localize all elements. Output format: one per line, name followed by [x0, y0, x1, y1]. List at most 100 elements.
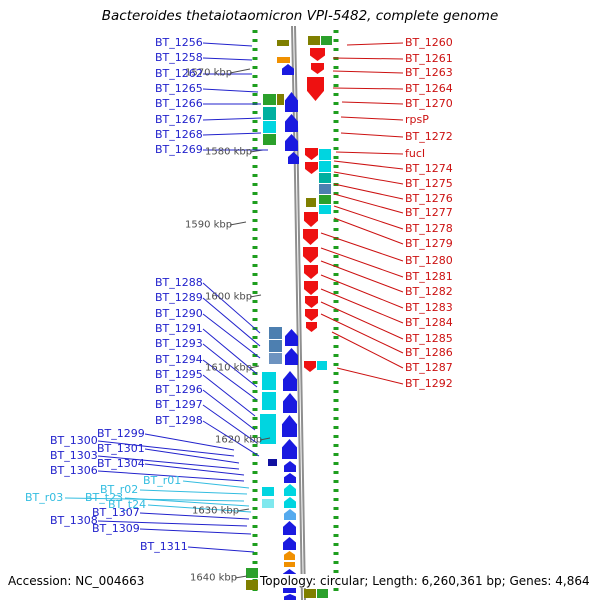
gene-label-bt-1298[interactable]: BT_1298	[155, 414, 203, 427]
gene-glyph[interactable]	[284, 509, 296, 520]
gene-glyph[interactable]	[304, 589, 316, 598]
gene-label-bt-1287[interactable]: BT_1287	[405, 361, 453, 374]
gene-glyph[interactable]	[317, 589, 328, 598]
gene-glyph[interactable]	[319, 205, 331, 214]
gene-glyph[interactable]	[321, 36, 332, 45]
gene-glyph[interactable]	[283, 521, 296, 535]
gene-label-bt-1286[interactable]: BT_1286	[405, 346, 453, 359]
gene-label-bt-1256[interactable]: BT_1256	[155, 36, 203, 49]
gene-label-bt-1297[interactable]: BT_1297	[155, 398, 203, 411]
gene-label-bt-1263[interactable]: BT_1263	[405, 66, 453, 79]
gene-label-bt-1274[interactable]: BT_1274	[405, 162, 453, 175]
gene-glyph[interactable]	[283, 371, 297, 391]
gene-label-bt-1308[interactable]: BT_1308	[50, 514, 98, 527]
gene-label-bt-1268[interactable]: BT_1268	[155, 128, 203, 141]
gene-label-bt-1288[interactable]: BT_1288	[155, 276, 203, 289]
gene-label-bt-1258[interactable]: BT_1258	[155, 51, 203, 64]
gene-glyph[interactable]	[283, 393, 297, 413]
gene-glyph[interactable]	[285, 114, 298, 132]
gene-label-bt-1293[interactable]: BT_1293	[155, 337, 203, 350]
gene-label-bt-1261[interactable]: BT_1261	[405, 52, 453, 65]
gene-glyph[interactable]	[282, 64, 294, 75]
gene-label-bt-1267[interactable]: BT_1267	[155, 113, 203, 126]
gene-label-bt-1275[interactable]: BT_1275	[405, 177, 453, 190]
gene-glyph[interactable]	[306, 322, 317, 332]
gene-glyph[interactable]	[246, 580, 258, 590]
gene-glyph[interactable]	[304, 265, 318, 279]
gene-glyph[interactable]	[277, 57, 290, 63]
gene-glyph[interactable]	[303, 247, 318, 263]
gene-label-bt-1265[interactable]: BT_1265	[155, 82, 203, 95]
gene-glyph[interactable]	[304, 281, 318, 295]
gene-label-bt-1264[interactable]: BT_1264	[405, 82, 453, 95]
gene-label-bt-1276[interactable]: BT_1276	[405, 192, 453, 205]
gene-label-bt-1300[interactable]: BT_1300	[50, 434, 98, 447]
gene-glyph[interactable]	[260, 414, 276, 444]
gene-glyph[interactable]	[305, 296, 318, 308]
gene-glyph[interactable]	[310, 48, 325, 61]
gene-label-bt-1290[interactable]: BT_1290	[155, 307, 203, 320]
gene-glyph[interactable]	[319, 173, 331, 183]
gene-glyph[interactable]	[284, 484, 296, 496]
gene-label-bt-1283[interactable]: BT_1283	[405, 301, 453, 314]
gene-label-bt-1296[interactable]: BT_1296	[155, 383, 203, 396]
gene-label-bt-r01[interactable]: BT_r01	[143, 474, 182, 487]
gene-label-bt-r03[interactable]: BT_r03	[25, 491, 64, 504]
gene-label-bt-1303[interactable]: BT_1303	[50, 449, 98, 462]
gene-label-bt-1294[interactable]: BT_1294	[155, 353, 203, 366]
gene-glyph[interactable]	[304, 361, 316, 372]
gene-label-bt-1266[interactable]: BT_1266	[155, 97, 203, 110]
gene-glyph[interactable]	[306, 198, 316, 207]
gene-label-bt-1272[interactable]: BT_1272	[405, 130, 453, 143]
gene-glyph[interactable]	[308, 36, 320, 45]
gene-glyph[interactable]	[246, 568, 258, 578]
gene-label-bt-1309[interactable]: BT_1309	[92, 522, 140, 535]
gene-glyph[interactable]	[319, 184, 331, 194]
gene-glyph[interactable]	[277, 94, 284, 105]
gene-glyph[interactable]	[262, 487, 274, 496]
gene-glyph[interactable]	[269, 340, 282, 352]
gene-label-bt-1306[interactable]: BT_1306	[50, 464, 98, 477]
gene-glyph[interactable]	[262, 372, 276, 390]
gene-label-bt-1295[interactable]: BT_1295	[155, 368, 203, 381]
gene-label-bt-1304[interactable]: BT_1304	[97, 457, 145, 470]
gene-label-bt-1289[interactable]: BT_1289	[155, 291, 203, 304]
gene-glyph[interactable]	[311, 63, 324, 74]
gene-glyph[interactable]	[285, 329, 298, 346]
gene-label-bt-1299[interactable]: BT_1299	[97, 427, 145, 440]
gene-label-bt-t23[interactable]: BT_t23	[85, 491, 124, 504]
gene-label-bt-1278[interactable]: BT_1278	[405, 222, 453, 235]
gene-glyph[interactable]	[303, 229, 318, 245]
gene-glyph[interactable]	[263, 134, 276, 145]
gene-glyph[interactable]	[262, 499, 274, 508]
gene-glyph[interactable]	[285, 92, 298, 112]
gene-glyph[interactable]	[284, 473, 296, 483]
gene-glyph[interactable]	[319, 161, 331, 172]
gene-label-bt-1285[interactable]: BT_1285	[405, 332, 453, 345]
gene-glyph[interactable]	[263, 107, 276, 120]
gene-glyph[interactable]	[284, 594, 296, 600]
gene-glyph[interactable]	[285, 348, 298, 365]
gene-glyph[interactable]	[304, 212, 318, 227]
gene-label-bt-1301[interactable]: BT_1301	[97, 442, 145, 455]
gene-glyph[interactable]	[319, 149, 331, 160]
gene-glyph[interactable]	[317, 361, 327, 370]
gene-glyph[interactable]	[277, 40, 289, 46]
gene-glyph[interactable]	[284, 551, 295, 560]
gene-label-rpsp[interactable]: rpsP	[405, 113, 429, 126]
gene-label-bt-1291[interactable]: BT_1291	[155, 322, 203, 335]
gene-glyph[interactable]	[268, 459, 277, 466]
gene-glyph[interactable]	[283, 537, 296, 550]
gene-glyph[interactable]	[269, 353, 282, 364]
gene-label-bt-t24[interactable]: BT_t24	[108, 498, 147, 511]
gene-label-bt-1311[interactable]: BT_1311	[140, 540, 188, 553]
gene-glyph[interactable]	[262, 392, 276, 410]
gene-label-bt-1280[interactable]: BT_1280	[405, 254, 453, 267]
gene-glyph[interactable]	[319, 195, 331, 204]
gene-glyph[interactable]	[305, 309, 318, 321]
gene-glyph[interactable]	[284, 461, 296, 472]
gene-glyph[interactable]	[285, 134, 298, 151]
gene-label-bt-r02[interactable]: BT_r02	[100, 483, 139, 496]
gene-label-fuci[interactable]: fucI	[405, 147, 426, 160]
gene-label-bt-1292[interactable]: BT_1292	[405, 377, 453, 390]
